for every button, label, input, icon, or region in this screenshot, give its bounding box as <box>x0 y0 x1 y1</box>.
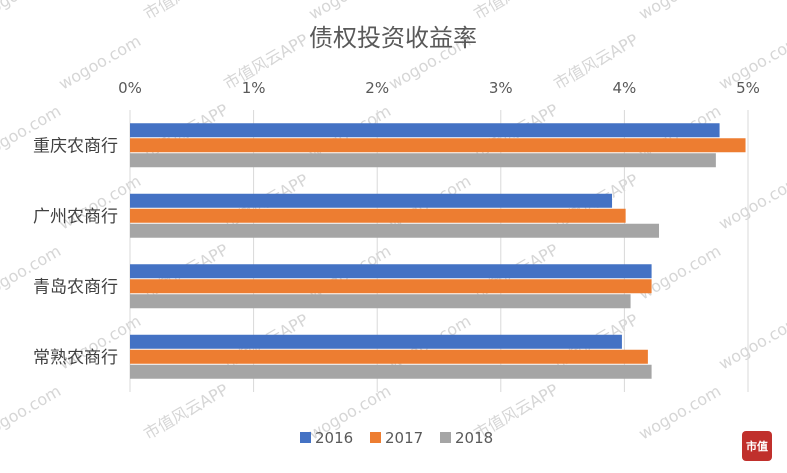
bar-2017-3 <box>130 349 648 364</box>
x-tick-label: 3% <box>489 79 513 97</box>
category-label: 青岛农商行 <box>33 277 118 297</box>
bar-2018-3 <box>130 364 652 379</box>
legend-label: 2018 <box>455 429 493 447</box>
legend-swatch-2017 <box>370 432 381 443</box>
bar-2016-1 <box>130 193 613 208</box>
x-tick-label: 2% <box>365 79 389 97</box>
bar-2018-1 <box>130 223 660 238</box>
x-tick-label: 1% <box>242 79 266 97</box>
category-label: 常熟农商行 <box>33 347 118 368</box>
x-tick-label: 0% <box>118 79 142 97</box>
watermark-logo: 市值 <box>742 431 772 461</box>
legend-swatch-2016 <box>300 432 311 443</box>
bar-2017-1 <box>130 208 626 223</box>
svg-text:市值: 市值 <box>746 439 768 453</box>
bar-2018-2 <box>130 294 631 309</box>
chart-title: 债权投资收益率 <box>309 24 477 52</box>
x-axis-tick-labels: 0% 1% 2% 3% 4% 5% <box>118 79 760 97</box>
bar-2017-0 <box>130 138 746 153</box>
category-label: 广州农商行 <box>33 207 118 227</box>
bar-2016-2 <box>130 264 652 279</box>
bars <box>130 123 746 379</box>
bar-2016-3 <box>130 334 622 349</box>
bar-2016-0 <box>130 123 720 138</box>
legend: 2016 2017 2018 <box>300 429 493 447</box>
x-tick-label: 4% <box>613 79 637 97</box>
bar-2017-2 <box>130 279 652 294</box>
x-tick-label: 5% <box>736 79 760 97</box>
legend-label: 2016 <box>315 429 353 447</box>
legend-label: 2017 <box>385 429 423 447</box>
category-label: 重庆农商行 <box>33 136 118 156</box>
legend-swatch-2018 <box>440 432 451 443</box>
bar-2018-0 <box>130 153 716 168</box>
